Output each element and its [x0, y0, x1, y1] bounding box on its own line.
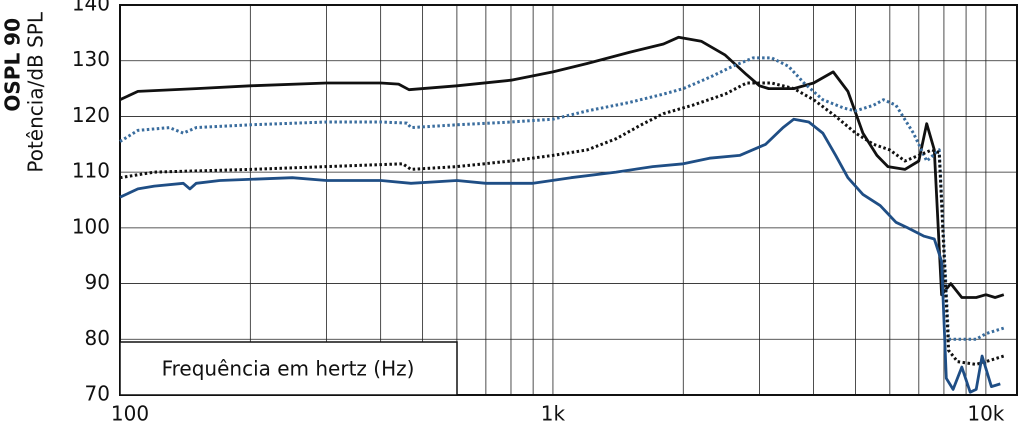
x-tick-label: 1k [541, 402, 566, 426]
plot-border [119, 4, 1018, 396]
line-series [119, 117, 1001, 394]
line-series [119, 56, 1005, 341]
line-series [119, 81, 1005, 366]
x-label-box [119, 341, 458, 396]
y-tick-label: 80 [85, 326, 110, 350]
line-series [119, 35, 1005, 299]
y-axis-label: Potência/dB SPL [24, 11, 48, 172]
y-tick-label: 140 [72, 0, 110, 16]
x-tick-label: 100 [111, 402, 149, 426]
y-tick-label: 130 [72, 47, 110, 71]
x-tick-label: 10k [967, 402, 1004, 426]
x-axis-label: Frequência em hertz (Hz) [162, 357, 415, 381]
y-axis-title: OSPL 90 [1, 18, 25, 112]
y-tick-label: 90 [85, 270, 110, 294]
y-tick-label: 100 [72, 214, 110, 238]
y-tick-label: 110 [72, 159, 110, 183]
y-tick-label: 70 [85, 382, 110, 406]
y-tick-label: 120 [72, 103, 110, 127]
